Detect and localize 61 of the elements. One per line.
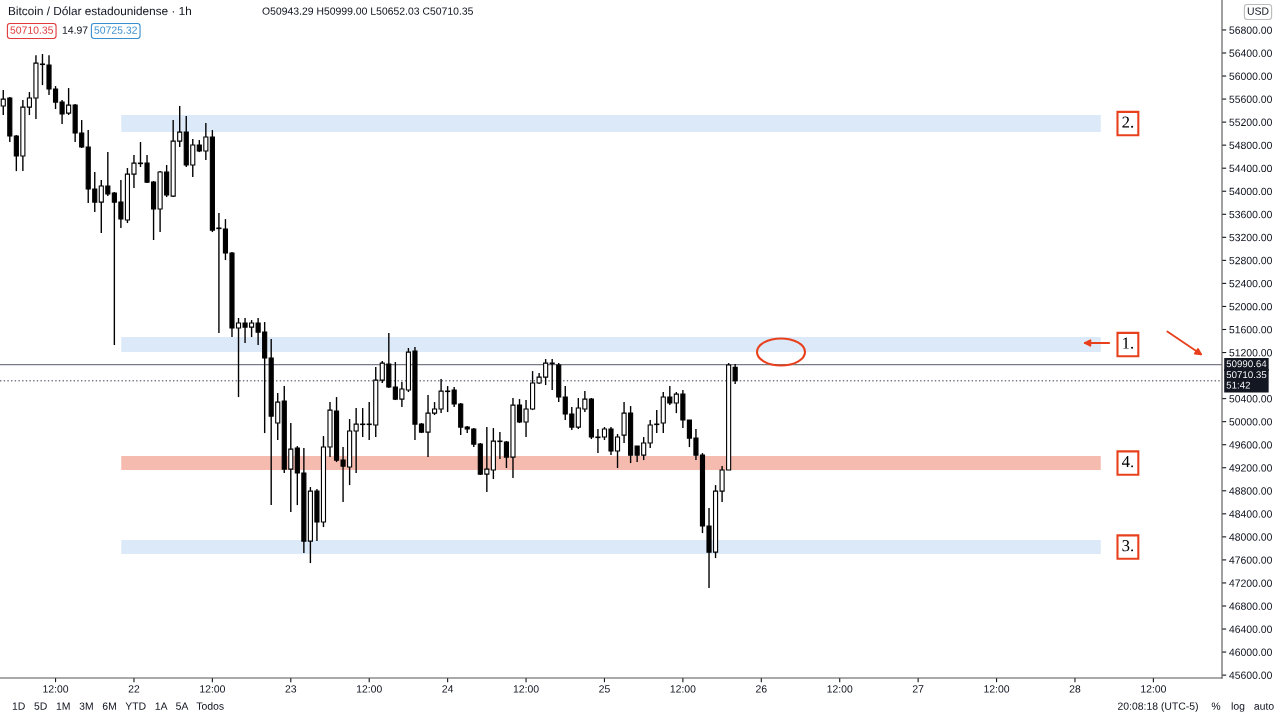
y-tick-label: 55200.00 (1229, 118, 1272, 126)
x-tick-label: 26 (756, 685, 767, 693)
x-tick-label: 12:00 (513, 685, 539, 693)
x-tick-label: 12:00 (43, 685, 69, 693)
y-tick-label: 56800.00 (1229, 26, 1272, 34)
candlestick (549, 358, 555, 391)
y-tick-label: 46800.00 (1229, 602, 1272, 610)
annotation: 50710.35 (10, 26, 54, 34)
y-tick-label: 52800.00 (1229, 256, 1272, 265)
x-tick-label: 25 (599, 685, 610, 693)
x-tick-label: 12:00 (670, 685, 696, 693)
band-label: 3. (1122, 540, 1134, 552)
y-tick-label: 54400.00 (1229, 164, 1272, 173)
x-tick-label: 12:00 (1141, 685, 1167, 693)
band-label: 1. (1123, 337, 1134, 349)
x-tick-label: 28 (1069, 685, 1081, 693)
y-tick-label: 54000.00 (1229, 187, 1272, 196)
x-tick-label: 24 (442, 685, 454, 693)
annotation: O50943.29 H50999.00 L50652.03 C50710.35 (262, 7, 473, 15)
x-tick-label: 12:00 (827, 685, 853, 693)
y-tick-label: 56000.00 (1229, 72, 1272, 80)
text: 20:08:18 (UTC-5) (1118, 702, 1198, 712)
y-tick-label: 48800.00 (1229, 487, 1272, 495)
text: log (1231, 702, 1245, 712)
y-tick-label: 52000.00 (1229, 302, 1272, 311)
ref-line-label: 50710.35 51:42 (1226, 371, 1267, 389)
x-tick-label: 22 (128, 685, 140, 693)
y-tick-label: 50400.00 (1229, 395, 1272, 403)
x-tick-label: 27 (912, 685, 924, 693)
y-tick-label: 49600.00 (1229, 441, 1272, 449)
y-tick-label: 51200.00 (1229, 349, 1272, 357)
y-tick-label: 46000.00 (1229, 648, 1272, 656)
band-label: 4. (1121, 456, 1134, 468)
y-tick-label: 48400.00 (1229, 510, 1272, 518)
y-tick-label: 49200.00 (1229, 464, 1272, 472)
annotation: 14.97 (62, 26, 88, 34)
text: auto (1254, 702, 1274, 710)
x-tick-label: 23 (285, 685, 297, 693)
y-tick-label: 54800.00 (1229, 141, 1272, 150)
y-tick-label: 50000.00 (1229, 418, 1272, 426)
ref-line-label: 50990.64 (1226, 360, 1267, 368)
y-tick-label: 53600.00 (1229, 210, 1272, 219)
text: % (1211, 702, 1221, 710)
y-tick-label: 48000.00 (1229, 533, 1272, 541)
band-label: 2. (1122, 116, 1134, 128)
y-tick-label: 53200.00 (1229, 233, 1272, 242)
x-tick-label: 12:00 (984, 685, 1010, 693)
y-tick-label: 52400.00 (1229, 279, 1272, 288)
y-tick-label: 47200.00 (1229, 579, 1272, 587)
y-tick-label: 46400.00 (1229, 625, 1272, 633)
chart-title: Bitcoin / Dólar estadounidense · 1h (8, 6, 191, 16)
x-tick-label: 12:00 (200, 685, 226, 693)
text: USD (1247, 7, 1269, 15)
y-tick-label: 47600.00 (1229, 556, 1272, 564)
y-tick-label: 45600.00 (1229, 671, 1272, 679)
y-tick-label: 51600.00 (1229, 326, 1272, 334)
y-tick-label: 55600.00 (1229, 95, 1272, 103)
text: 1D 5D 1M 3M 6M YTD 1A 5A Todos (12, 702, 224, 710)
y-tick-label: 56400.00 (1229, 49, 1272, 57)
annotation: 50725.32 (94, 26, 137, 34)
x-tick-label: 12:00 (356, 685, 382, 693)
